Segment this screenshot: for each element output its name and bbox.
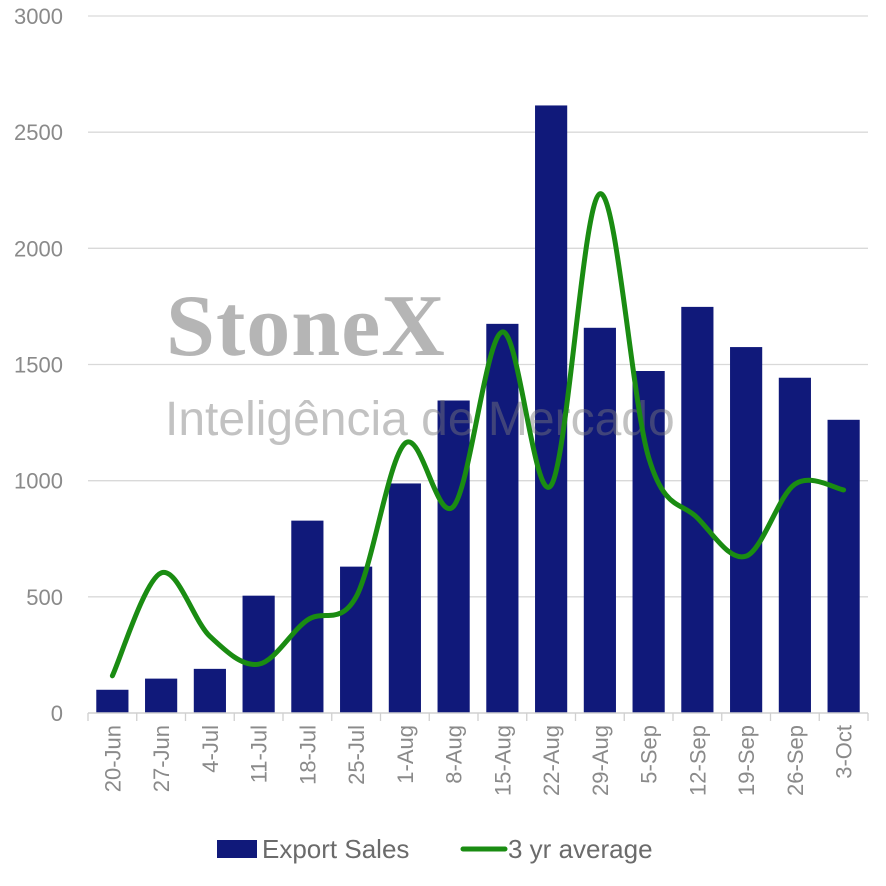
x-axis-ticks: 20-Jun 27-Jun 4-Jul 11-Jul 18-Jul 25-Jul 1-Aug… bbox=[87, 713, 869, 796]
y-tick-label: 500 bbox=[26, 585, 63, 610]
x-tick-label: 5-Sep bbox=[637, 725, 662, 784]
bar-export-sales bbox=[535, 105, 568, 713]
bar-export-sales bbox=[583, 327, 616, 713]
x-tick-label: 29-Aug bbox=[588, 725, 613, 796]
bar-export-sales bbox=[340, 566, 373, 713]
y-tick-label: 2000 bbox=[14, 236, 63, 261]
x-tick-label: 3-Oct bbox=[832, 725, 857, 779]
bar-export-sales bbox=[96, 689, 129, 713]
y-tick-label: 1500 bbox=[14, 353, 63, 378]
y-tick-label: 1000 bbox=[14, 469, 63, 494]
x-tick-label: 11-Jul bbox=[247, 725, 272, 783]
export-sales-bars bbox=[96, 105, 860, 713]
legend-label-export-sales: Export Sales bbox=[262, 834, 409, 864]
bar-export-sales bbox=[437, 400, 470, 713]
bar-export-sales bbox=[242, 595, 275, 713]
bar-export-sales bbox=[632, 371, 665, 713]
x-tick-label: 20-Jun bbox=[100, 725, 125, 792]
legend-swatch-export-sales bbox=[217, 840, 257, 858]
watermark: StoneX Inteligência de Mercado bbox=[165, 278, 675, 446]
x-tick-label: 18-Jul bbox=[295, 725, 320, 785]
y-tick-label: 2500 bbox=[14, 120, 63, 145]
legend: Export Sales 3 yr average bbox=[217, 834, 653, 864]
bar-export-sales bbox=[730, 347, 763, 713]
x-tick-label: 27-Jun bbox=[149, 725, 174, 792]
y-tick-label: 3000 bbox=[14, 4, 63, 29]
y-tick-label: 0 bbox=[51, 701, 63, 726]
bar-export-sales bbox=[778, 377, 811, 713]
watermark-tagline: Inteligência de Mercado bbox=[165, 393, 675, 446]
x-tick-label: 22-Aug bbox=[539, 725, 564, 796]
x-tick-label: 8-Aug bbox=[442, 725, 467, 784]
y-axis-ticks: 0 500 1000 1500 2000 2500 3000 bbox=[14, 4, 63, 726]
x-tick-label: 4-Jul bbox=[198, 725, 223, 773]
x-tick-label: 1-Aug bbox=[393, 725, 418, 784]
x-tick-label: 26-Sep bbox=[783, 725, 808, 796]
bar-export-sales bbox=[193, 668, 226, 713]
x-tick-label: 15-Aug bbox=[490, 725, 515, 796]
bar-export-sales bbox=[827, 419, 860, 713]
bar-export-sales bbox=[145, 678, 178, 713]
x-tick-label: 12-Sep bbox=[685, 725, 710, 796]
x-tick-label: 25-Jul bbox=[344, 725, 369, 785]
three-yr-average-line bbox=[109, 191, 847, 679]
watermark-brand: StoneX bbox=[166, 278, 446, 375]
x-tick-label: 19-Sep bbox=[734, 725, 759, 796]
legend-label-3-yr-average: 3 yr average bbox=[508, 834, 653, 864]
bar-export-sales bbox=[388, 483, 421, 713]
line-3-yr-average bbox=[109, 191, 847, 679]
bar-export-sales bbox=[486, 323, 519, 713]
